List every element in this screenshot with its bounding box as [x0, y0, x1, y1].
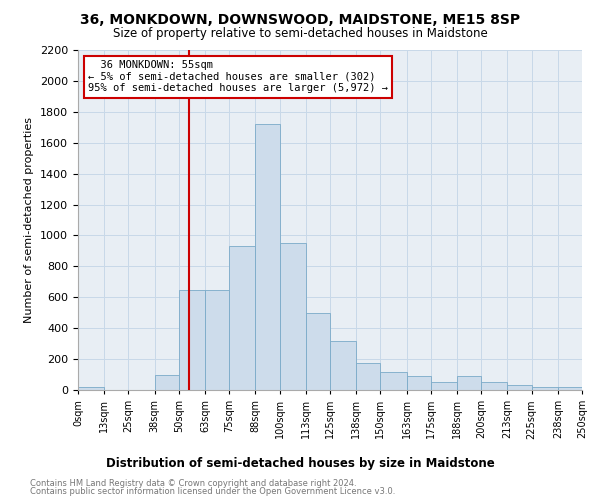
Text: Contains HM Land Registry data © Crown copyright and database right 2024.: Contains HM Land Registry data © Crown c… — [30, 479, 356, 488]
Bar — [306, 312, 330, 390]
Text: Distribution of semi-detached houses by size in Maidstone: Distribution of semi-detached houses by … — [106, 458, 494, 470]
Bar — [78, 387, 104, 390]
Bar — [330, 340, 356, 390]
Bar — [356, 363, 380, 390]
Bar — [457, 376, 481, 390]
Bar — [532, 387, 558, 390]
Bar — [481, 382, 508, 390]
Bar — [256, 124, 280, 390]
Bar — [407, 376, 431, 390]
Bar — [155, 374, 179, 390]
Bar — [558, 387, 582, 390]
Bar — [380, 372, 407, 390]
Bar — [280, 243, 306, 390]
Text: 36 MONKDOWN: 55sqm
← 5% of semi-detached houses are smaller (302)
95% of semi-de: 36 MONKDOWN: 55sqm ← 5% of semi-detached… — [88, 60, 388, 94]
Text: Size of property relative to semi-detached houses in Maidstone: Size of property relative to semi-detach… — [113, 28, 487, 40]
Bar — [205, 290, 229, 390]
Bar — [431, 382, 457, 390]
Bar — [508, 386, 532, 390]
Bar — [179, 290, 205, 390]
Text: 36, MONKDOWN, DOWNSWOOD, MAIDSTONE, ME15 8SP: 36, MONKDOWN, DOWNSWOOD, MAIDSTONE, ME15… — [80, 12, 520, 26]
Bar — [229, 246, 256, 390]
Y-axis label: Number of semi-detached properties: Number of semi-detached properties — [25, 117, 34, 323]
Text: Contains public sector information licensed under the Open Government Licence v3: Contains public sector information licen… — [30, 488, 395, 496]
